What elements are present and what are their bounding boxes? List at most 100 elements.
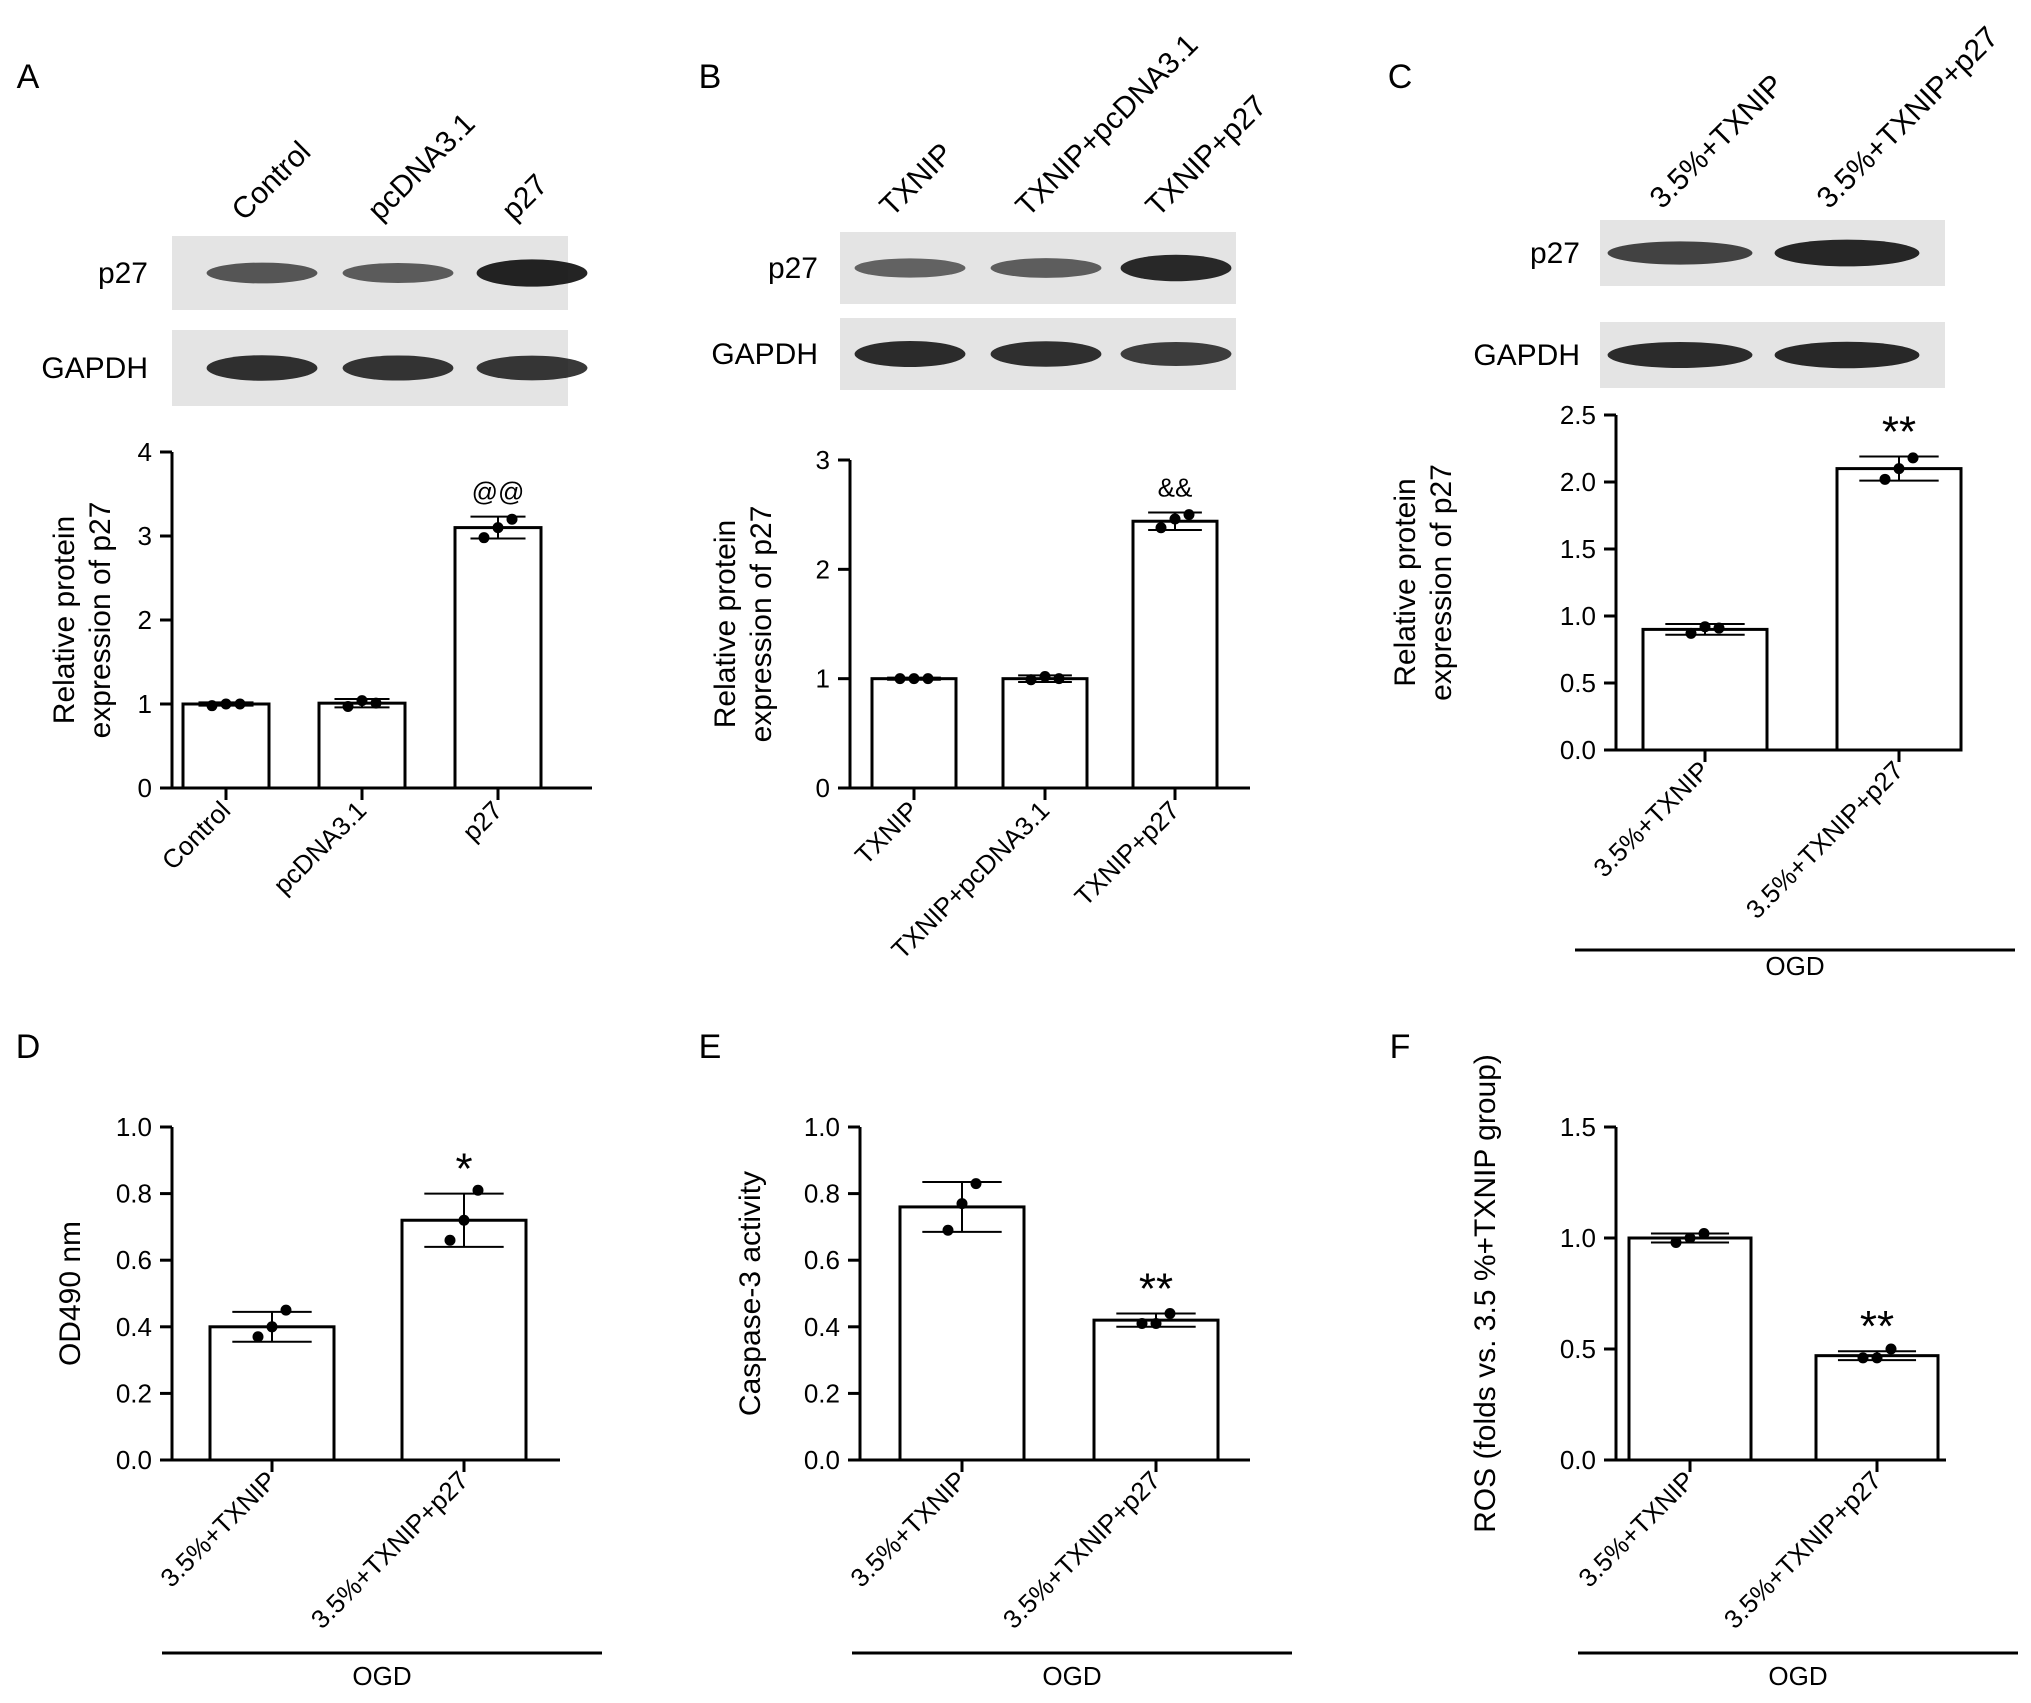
blot-band bbox=[990, 258, 1102, 278]
y-tick-label: 1.0 bbox=[116, 1112, 152, 1142]
y-axis-label: Relative protein bbox=[48, 516, 81, 724]
x-category-label: 3.5%+TXNIP+p27 bbox=[305, 1465, 474, 1634]
significance-mark: * bbox=[455, 1145, 472, 1194]
significance-mark: && bbox=[1158, 472, 1193, 502]
data-point bbox=[370, 697, 382, 709]
data-point bbox=[458, 1214, 470, 1226]
bar bbox=[400, 1218, 528, 1462]
blot-band bbox=[1120, 342, 1232, 366]
blot-row-label: GAPDH bbox=[1473, 339, 1580, 372]
data-point bbox=[220, 698, 232, 710]
data-point bbox=[922, 673, 934, 685]
data-point bbox=[234, 698, 246, 710]
data-point bbox=[492, 522, 504, 534]
x-category-label: 3.5%+TXNIP bbox=[1572, 1465, 1700, 1593]
data-point bbox=[1713, 622, 1725, 634]
data-point bbox=[1907, 452, 1919, 464]
x-category-label: 3.5%+TXNIP bbox=[154, 1465, 282, 1593]
data-point bbox=[908, 673, 920, 685]
significance-mark: @@ bbox=[472, 477, 525, 507]
panel-letter-F: F bbox=[1390, 1028, 1411, 1066]
y-tick-label: 1.0 bbox=[1560, 1223, 1596, 1253]
blot-band bbox=[1120, 254, 1232, 282]
blot-row-label: p27 bbox=[98, 257, 148, 290]
blot-band bbox=[342, 263, 454, 283]
data-point bbox=[506, 513, 518, 525]
blot-band bbox=[1774, 239, 1920, 267]
data-point bbox=[1685, 627, 1697, 639]
significance-mark: ** bbox=[1139, 1264, 1173, 1313]
bar bbox=[898, 1205, 1026, 1462]
y-tick-label: 0.0 bbox=[1560, 735, 1596, 765]
y-tick-label: 0.4 bbox=[804, 1312, 840, 1342]
group-label: OGD bbox=[1042, 1661, 1101, 1691]
data-point bbox=[942, 1224, 954, 1236]
bar-chart-f: 0.0 0.5 1.0 1.5 ROS (folds vs. 3.5 %+TXNIP g… bbox=[1469, 1054, 2018, 1691]
x-category-label: 3.5%+TXNIP+p27 bbox=[997, 1465, 1166, 1634]
data-point bbox=[1164, 1307, 1176, 1319]
blot-band bbox=[990, 341, 1102, 367]
bar bbox=[1835, 467, 1963, 752]
y-axis-label: Relative protein bbox=[709, 520, 742, 728]
data-point bbox=[1684, 1232, 1696, 1244]
data-point bbox=[1857, 1352, 1869, 1364]
y-axis-label: Relative protein bbox=[1389, 478, 1422, 686]
bar bbox=[1131, 519, 1219, 790]
data-point bbox=[1885, 1343, 1897, 1355]
data-point bbox=[342, 701, 354, 713]
y-tick-label: 0 bbox=[138, 773, 152, 803]
bar bbox=[1627, 1236, 1753, 1462]
data-point bbox=[472, 1184, 484, 1196]
y-tick-label: 2 bbox=[816, 554, 830, 584]
bar-chart-d: 0.0 0.2 0.4 0.6 0.8 1.0 OD490 nm 3.5%+TXNIP 3.5%… bbox=[54, 1112, 602, 1691]
panel-letter-B: B bbox=[699, 58, 722, 96]
data-point bbox=[1699, 621, 1711, 633]
y-tick-label: 2 bbox=[138, 605, 152, 635]
bar bbox=[453, 526, 543, 790]
bar bbox=[1641, 627, 1769, 752]
data-point bbox=[1893, 463, 1905, 475]
data-point bbox=[444, 1234, 456, 1246]
significance-mark: ** bbox=[1882, 408, 1916, 457]
data-point bbox=[280, 1304, 292, 1316]
blot-lane-label: TXNIP+p27 bbox=[1140, 89, 1274, 223]
data-point bbox=[1155, 522, 1167, 534]
blot-band bbox=[854, 340, 966, 368]
blot-lane-label: p27 bbox=[496, 168, 555, 227]
blot-lane-label: 3.5%+TXNIP bbox=[1644, 68, 1791, 215]
x-category-label: 3.5%+TXNIP bbox=[844, 1465, 972, 1593]
y-tick-label: 0.0 bbox=[804, 1445, 840, 1475]
bar bbox=[870, 677, 958, 790]
y-tick-label: 0.2 bbox=[116, 1378, 152, 1408]
blot-band bbox=[1607, 241, 1753, 265]
bar-chart-b: 0 1 2 3 Relative protein expression of p27 TXN… bbox=[709, 445, 1250, 965]
group-label: OGD bbox=[1765, 951, 1824, 981]
data-point bbox=[970, 1178, 982, 1190]
group-label: OGD bbox=[1768, 1661, 1827, 1691]
bar bbox=[1001, 677, 1089, 790]
x-category-label: p27 bbox=[456, 795, 508, 847]
blot-band bbox=[854, 258, 966, 278]
bar-chart-e: 0.0 0.2 0.4 0.6 0.8 1.0 Caspase-3 activity 3.5%… bbox=[734, 1112, 1292, 1691]
x-category-label: TXNIP+p27 bbox=[1068, 795, 1185, 912]
data-point bbox=[956, 1198, 968, 1210]
data-point bbox=[1698, 1228, 1710, 1240]
y-tick-label: 0.6 bbox=[116, 1245, 152, 1275]
blot-band bbox=[476, 355, 588, 381]
y-tick-label: 0 bbox=[816, 773, 830, 803]
data-point bbox=[252, 1331, 264, 1343]
blot-lane-label: Control bbox=[226, 135, 318, 227]
y-axis-label: ROS (folds vs. 3.5 %+TXNIP group) bbox=[1469, 1054, 1502, 1533]
data-point bbox=[266, 1321, 278, 1333]
bar bbox=[317, 701, 407, 790]
blot-row-label: GAPDH bbox=[711, 338, 818, 371]
y-axis-label: Caspase-3 activity bbox=[734, 1171, 767, 1416]
data-point bbox=[1183, 509, 1195, 521]
data-point bbox=[1169, 513, 1181, 525]
y-axis-label: OD490 nm bbox=[54, 1221, 87, 1366]
blot-band bbox=[1774, 341, 1920, 369]
y-tick-label: 2.0 bbox=[1560, 467, 1596, 497]
blot-band bbox=[476, 259, 588, 287]
blot-row-label: p27 bbox=[768, 252, 818, 285]
